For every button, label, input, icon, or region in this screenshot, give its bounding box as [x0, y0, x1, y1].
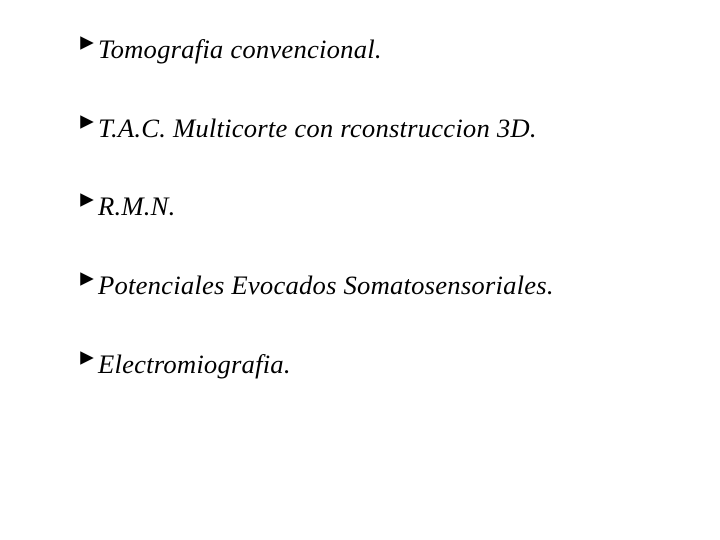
list-item: Tomografia convencional.: [78, 34, 660, 65]
list-item: Electromiografia.: [78, 349, 660, 380]
list-item: Potenciales Evocados Somatosensoriales.: [78, 270, 660, 301]
list-item-text: Potenciales Evocados Somatosensoriales.: [98, 270, 554, 301]
list-item-text: Electromiografia.: [98, 349, 291, 380]
chevron-right-icon: [78, 113, 96, 131]
chevron-right-icon: [78, 34, 96, 52]
slide: Tomografia convencional. T.A.C. Multicor…: [0, 0, 720, 540]
list-item-text: R.M.N.: [98, 191, 175, 222]
list-item: T.A.C. Multicorte con rconstruccion 3D.: [78, 113, 660, 144]
list-item: R.M.N.: [78, 191, 660, 222]
chevron-right-icon: [78, 270, 96, 288]
chevron-right-icon: [78, 349, 96, 367]
chevron-right-icon: [78, 191, 96, 209]
list-item-text: T.A.C. Multicorte con rconstruccion 3D.: [98, 113, 537, 144]
list-item-text: Tomografia convencional.: [98, 34, 382, 65]
